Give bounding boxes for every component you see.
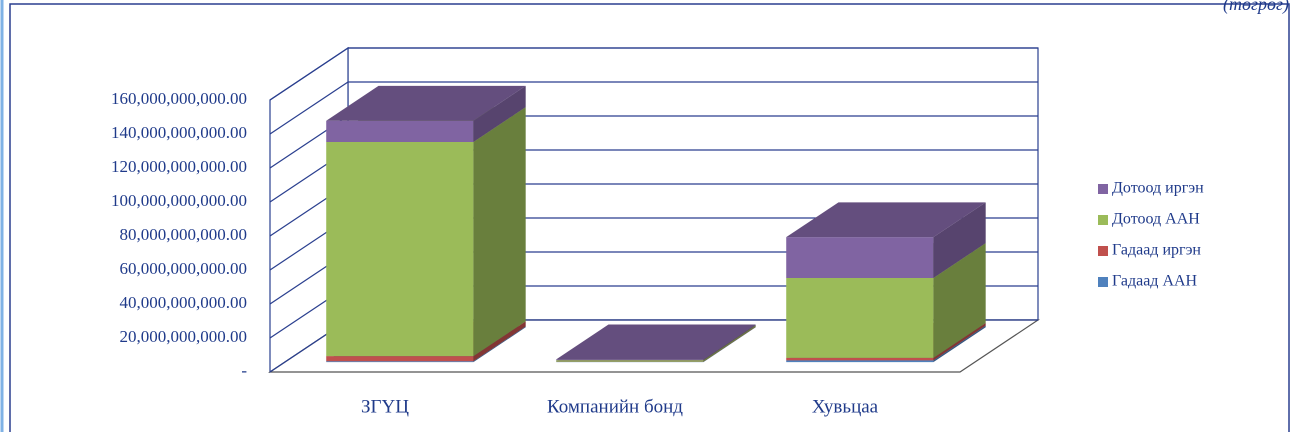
bar-top (556, 324, 756, 360)
y-tick-label: 60,000,000,000.00 (120, 259, 248, 278)
y-tick-label: 100,000,000,000.00 (111, 191, 247, 210)
legend-label: Гадаад иргэн (1112, 242, 1201, 259)
legend-label: Дотоод ААН (1112, 211, 1200, 228)
bar-front (786, 237, 934, 278)
bar-side (933, 323, 986, 361)
bar-front (786, 360, 934, 363)
bar-side (933, 243, 986, 358)
x-tick-label: ЗГҮЦ (361, 396, 409, 417)
bar-side (473, 321, 526, 362)
legend-label: Гадаад ААН (1112, 273, 1198, 290)
bar-side (933, 202, 986, 278)
bar-side (703, 325, 756, 362)
legend-swatch (1098, 246, 1108, 256)
bar-side (703, 324, 756, 361)
unit-label: (төгрөг) (1223, 0, 1289, 15)
bar-side (473, 107, 526, 357)
bar-side (473, 326, 526, 363)
y-tick-label: 40,000,000,000.00 (120, 293, 248, 312)
bar-front (556, 360, 704, 362)
bar-side (933, 325, 986, 363)
bar-front (326, 361, 474, 363)
bar-front (786, 357, 934, 361)
bar-side (703, 326, 756, 362)
bar-front (786, 277, 934, 358)
legend-swatch (1098, 215, 1108, 225)
chart-border (9, 3, 1290, 432)
y-tick-label: 120,000,000,000.00 (111, 157, 247, 176)
bar-top (786, 202, 986, 238)
bar-side (703, 326, 756, 363)
legend-label: Дотоод иргэн (1112, 180, 1204, 197)
bar-front (326, 141, 474, 357)
y-tick-label: - (241, 361, 247, 380)
y-tick-label: 20,000,000,000.00 (120, 327, 248, 346)
bar-side (473, 85, 526, 142)
bar-top (326, 85, 526, 121)
y-tick-label: 160,000,000,000.00 (111, 89, 247, 108)
grid-line (269, 47, 349, 101)
x-tick-label: Хувьцаа (812, 396, 879, 417)
x-tick-label: Компанийн бонд (547, 396, 683, 417)
y-tick-label: 80,000,000,000.00 (120, 225, 248, 244)
legend-swatch (1098, 184, 1108, 194)
bar-front (326, 356, 474, 362)
bar-front (326, 120, 474, 142)
bar-front (556, 359, 704, 361)
grid-line (269, 81, 349, 135)
y-tick-label: 140,000,000,000.00 (111, 123, 247, 142)
legend-swatch (1098, 277, 1108, 287)
